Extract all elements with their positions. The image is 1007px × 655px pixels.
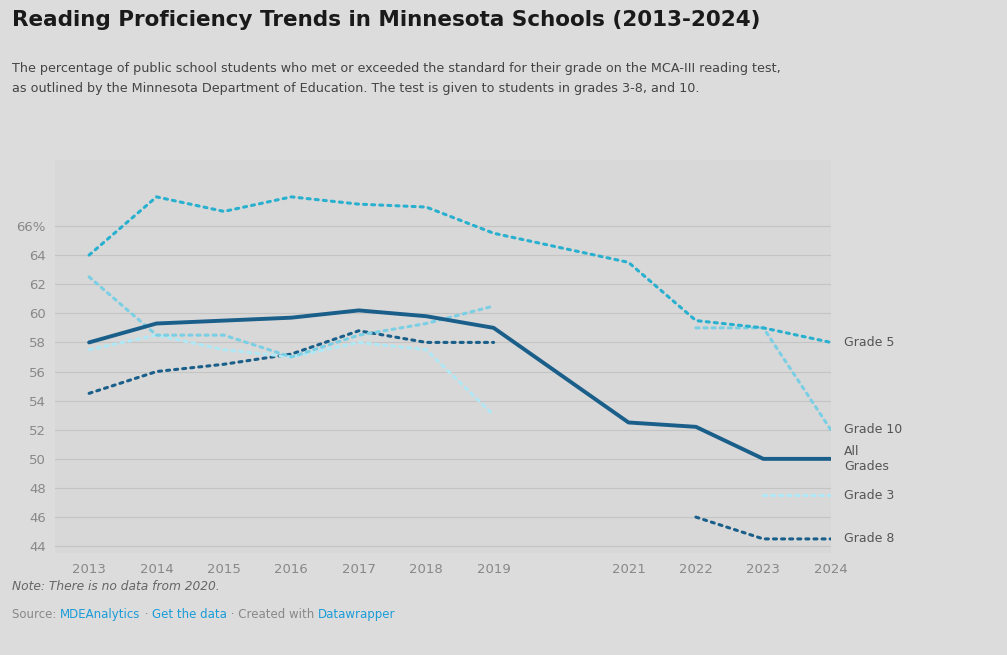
Text: Reading Proficiency Trends in Minnesota Schools (2013-2024): Reading Proficiency Trends in Minnesota … xyxy=(12,10,760,30)
Text: Source:: Source: xyxy=(12,608,60,621)
Text: · Created with: · Created with xyxy=(227,608,318,621)
Text: The percentage of public school students who met or exceeded the standard for th: The percentage of public school students… xyxy=(12,62,780,75)
Text: Grade 8: Grade 8 xyxy=(844,533,894,546)
Text: MDEAnalytics: MDEAnalytics xyxy=(60,608,141,621)
Text: Grade 3: Grade 3 xyxy=(844,489,894,502)
Text: as outlined by the Minnesota Department of Education. The test is given to stude: as outlined by the Minnesota Department … xyxy=(12,82,700,95)
Text: Grade 10: Grade 10 xyxy=(844,423,902,436)
Text: Note: There is no data from 2020.: Note: There is no data from 2020. xyxy=(12,580,220,593)
Text: Grade 5: Grade 5 xyxy=(844,336,894,349)
Text: Datawrapper: Datawrapper xyxy=(318,608,395,621)
Text: ·: · xyxy=(141,608,152,621)
Text: Get the data: Get the data xyxy=(152,608,227,621)
Text: All
Grades: All Grades xyxy=(844,445,889,473)
